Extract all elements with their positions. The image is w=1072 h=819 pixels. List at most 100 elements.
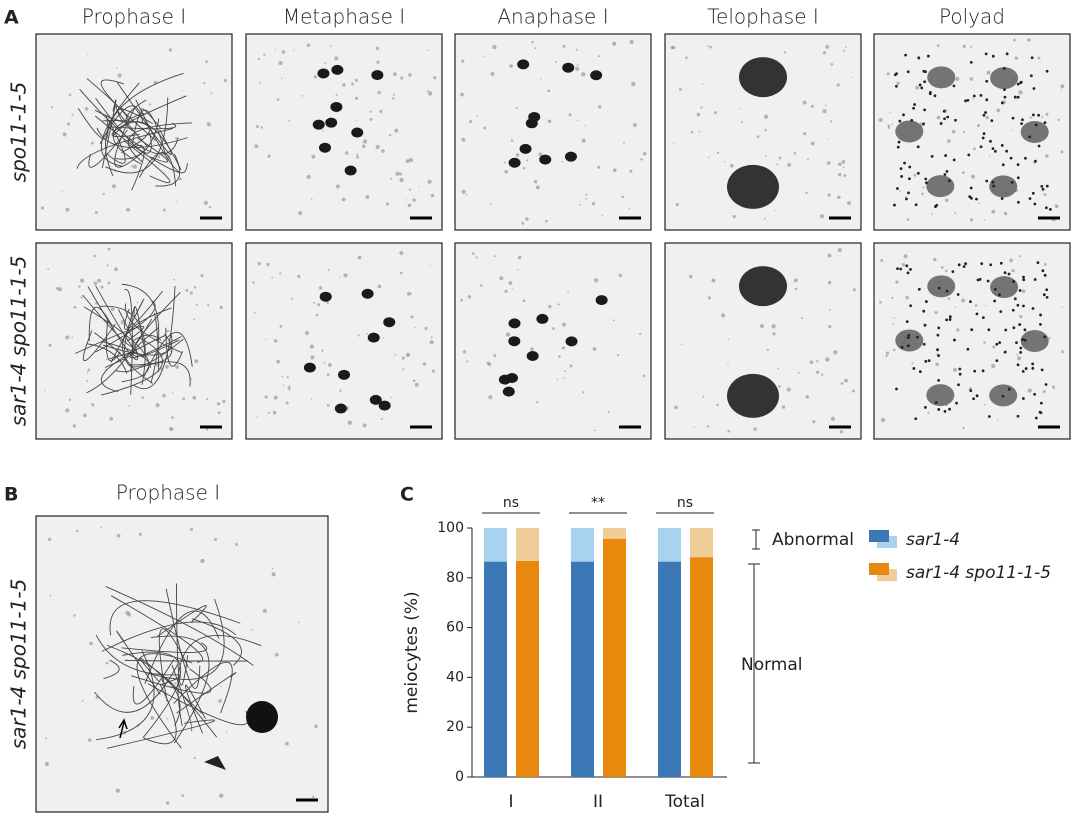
speck (903, 254, 908, 259)
speck (89, 641, 93, 646)
speck (781, 405, 786, 409)
speck (984, 219, 986, 221)
nucleus (727, 164, 779, 209)
dot (1039, 322, 1042, 326)
speck (157, 155, 161, 159)
dot (1044, 383, 1048, 386)
speck (732, 214, 736, 219)
dot (1028, 197, 1032, 200)
y-axis-title: meiocytes (%) (402, 591, 422, 713)
speck (206, 122, 211, 127)
dot (937, 286, 941, 290)
y-tick-label: 40 (446, 669, 464, 685)
speck (986, 70, 991, 75)
chromatin (96, 127, 188, 148)
speck (335, 184, 340, 189)
speck (290, 297, 293, 300)
speck (280, 77, 283, 80)
chromatin (99, 305, 146, 386)
speck (1011, 129, 1014, 131)
dot (905, 264, 909, 268)
speck (906, 218, 910, 221)
speck (992, 345, 996, 349)
dot (985, 98, 989, 102)
speck (991, 209, 996, 214)
speck (399, 172, 403, 176)
chromatin (106, 120, 126, 164)
speck (408, 188, 411, 191)
speck (271, 572, 276, 577)
panel-label: A (4, 7, 19, 29)
speck (879, 300, 882, 304)
chromatin (77, 108, 109, 140)
speck (585, 197, 588, 200)
dot (1045, 69, 1049, 73)
dot (920, 86, 924, 90)
speck (394, 128, 399, 133)
dot (1003, 271, 1007, 275)
dot (1000, 197, 1004, 200)
speck (465, 193, 467, 196)
speck (642, 152, 647, 156)
speck (575, 66, 580, 71)
speck (265, 338, 267, 341)
speck (175, 365, 180, 369)
chromatin (94, 664, 178, 713)
speck (301, 95, 304, 97)
speck (567, 291, 569, 294)
speck (517, 268, 519, 271)
dot (956, 293, 960, 296)
speck (970, 45, 973, 48)
speck (612, 168, 617, 173)
speck (395, 171, 400, 176)
speck (713, 111, 717, 115)
chromatin (124, 289, 133, 395)
speck (564, 370, 566, 372)
dot (991, 180, 995, 184)
speck (885, 351, 890, 355)
dot (1002, 67, 1006, 70)
speck (851, 389, 855, 393)
speck (892, 323, 895, 325)
bivalent (502, 386, 515, 397)
bivalent (562, 62, 575, 73)
speck (193, 286, 197, 289)
speck (716, 151, 720, 155)
speck (306, 174, 311, 180)
speck (707, 296, 712, 300)
speck (310, 398, 313, 400)
bivalent (517, 59, 530, 70)
dot (923, 108, 927, 112)
speck (399, 177, 404, 183)
speck (783, 51, 787, 54)
speck (534, 47, 537, 50)
speck (505, 332, 511, 337)
dot (917, 287, 921, 291)
dot (952, 84, 956, 88)
legend-label: sar1-4 (906, 530, 960, 550)
speck (887, 124, 891, 128)
speck (279, 324, 283, 328)
speck (612, 41, 617, 46)
dot (1023, 338, 1027, 342)
speck (112, 184, 117, 189)
speck (162, 393, 166, 398)
speck (171, 416, 174, 419)
speck (200, 274, 204, 278)
micrographs (35, 33, 1071, 813)
dot (946, 115, 950, 119)
speck (504, 169, 508, 174)
bar-normal (690, 557, 713, 777)
dot (924, 406, 927, 409)
bivalent (331, 64, 344, 75)
speck (711, 278, 716, 283)
speck (258, 81, 261, 84)
dot (1021, 369, 1025, 373)
speck (310, 198, 313, 200)
dot (922, 69, 926, 73)
chromatin (157, 605, 207, 637)
chromatin (102, 332, 173, 356)
dot (1048, 208, 1052, 211)
speck (326, 373, 330, 376)
speck (426, 49, 429, 52)
